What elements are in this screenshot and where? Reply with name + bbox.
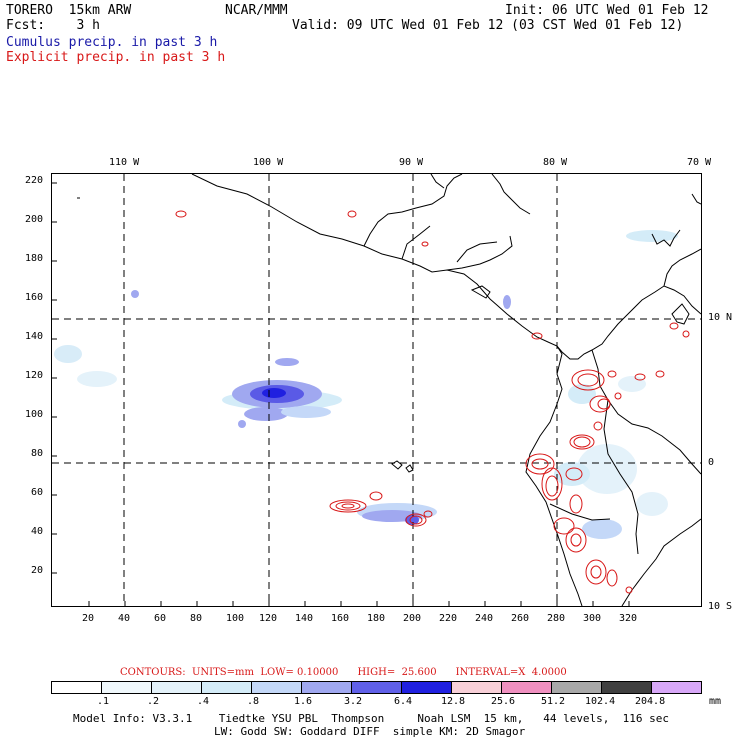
grid-x-label: 200 xyxy=(403,613,422,624)
grid-x-label: 260 xyxy=(511,613,530,624)
color-scale-label: 6.4 xyxy=(394,696,413,707)
color-scale-label: 3.2 xyxy=(344,696,363,707)
lon-label-110w: 110 W xyxy=(109,157,140,168)
contour-settings: CONTOURS: UNITS=mm LOW= 0.10000 HIGH= 25… xyxy=(120,667,567,678)
color-scale-swatch xyxy=(102,682,152,693)
grid-x-label: 180 xyxy=(367,613,386,624)
grid-x-label: 300 xyxy=(583,613,602,624)
lat-label-10n: 10 N xyxy=(708,312,733,323)
cumulus-precip-areas xyxy=(54,230,678,539)
grid-y-label: 140 xyxy=(25,331,44,342)
model-info: Model Info: V3.3.1 Tiedtke YSU PBL Thomp… xyxy=(73,712,670,725)
latlon-grid xyxy=(52,174,701,606)
grid-y-label: 200 xyxy=(25,214,44,225)
model-physics: LW: Godd SW: Goddard DIFF simple KM: 2D … xyxy=(214,725,526,738)
color-scale-swatch xyxy=(152,682,202,693)
lon-label-80w: 80 W xyxy=(543,157,568,168)
color-scale-label: .2 xyxy=(147,696,160,707)
grid-y-label: 40 xyxy=(31,526,44,537)
color-scale-swatch xyxy=(502,682,552,693)
color-scale-label: 204.8 xyxy=(635,696,666,707)
grid-y-label: 220 xyxy=(25,175,44,186)
model-title: TORERO 15km ARW xyxy=(6,3,132,18)
grid-x-label: 140 xyxy=(295,613,314,624)
map-frame xyxy=(51,173,702,607)
grid-x-label: 280 xyxy=(547,613,566,624)
color-scale-label: 102.4 xyxy=(585,696,616,707)
grid-y-label: 100 xyxy=(25,409,44,420)
color-scale-swatch xyxy=(252,682,302,693)
color-scale-swatch xyxy=(452,682,502,693)
grid-y-label: 160 xyxy=(25,292,44,303)
color-scale-label: 51.2 xyxy=(541,696,566,707)
grid-y-label: 60 xyxy=(31,487,44,498)
color-scale-label: 1.6 xyxy=(294,696,313,707)
coastlines xyxy=(77,174,701,606)
lon-label-100w: 100 W xyxy=(253,157,284,168)
grid-x-label: 320 xyxy=(619,613,638,624)
color-scale-swatch xyxy=(202,682,252,693)
grid-x-label: 20 xyxy=(82,613,95,624)
color-scale-unit: mm xyxy=(709,696,722,707)
color-scale-swatch xyxy=(602,682,652,693)
color-scale-swatch xyxy=(302,682,352,693)
explicit-precip-contours xyxy=(175,210,690,594)
init-time: Init: 06 UTC Wed 01 Feb 12 xyxy=(505,3,709,18)
grid-x-label: 120 xyxy=(259,613,278,624)
color-scale-label: 25.6 xyxy=(491,696,516,707)
lon-label-90w: 90 W xyxy=(399,157,424,168)
grid-y-label: 180 xyxy=(25,253,44,264)
color-scale-label: .1 xyxy=(97,696,110,707)
grid-x-label: 100 xyxy=(226,613,245,624)
color-scale-label: .8 xyxy=(247,696,260,707)
lat-label-0: 0 xyxy=(708,457,715,468)
grid-y-label: 80 xyxy=(31,448,44,459)
color-scale-bar xyxy=(51,681,702,694)
color-scale-swatch xyxy=(352,682,402,693)
map-plot xyxy=(52,174,701,606)
org-label: NCAR/MMM xyxy=(225,3,288,18)
grid-x-label: 240 xyxy=(475,613,494,624)
grid-y-label: 20 xyxy=(31,565,44,576)
color-scale-label: .4 xyxy=(197,696,210,707)
cumulus-legend-label: Cumulus precip. in past 3 h xyxy=(6,35,218,50)
lon-label-70w: 70 W xyxy=(687,157,712,168)
grid-x-label: 60 xyxy=(154,613,167,624)
color-scale-swatch xyxy=(402,682,452,693)
color-scale-swatch xyxy=(52,682,102,693)
grid-x-label: 40 xyxy=(118,613,131,624)
color-scale-label: 12.8 xyxy=(441,696,466,707)
grid-x-label: 220 xyxy=(439,613,458,624)
forecast-hour: Fcst: 3 h xyxy=(6,18,100,33)
color-scale-swatch xyxy=(652,682,701,693)
valid-time: Valid: 09 UTC Wed 01 Feb 12 (03 CST Wed … xyxy=(292,18,684,33)
grid-x-label: 80 xyxy=(190,613,203,624)
lat-label-10s: 10 S xyxy=(708,601,733,612)
explicit-legend-label: Explicit precip. in past 3 h xyxy=(6,50,226,65)
grid-y-label: 120 xyxy=(25,370,44,381)
color-scale-swatch xyxy=(552,682,602,693)
frame-ticks xyxy=(52,182,630,606)
grid-x-label: 160 xyxy=(331,613,350,624)
